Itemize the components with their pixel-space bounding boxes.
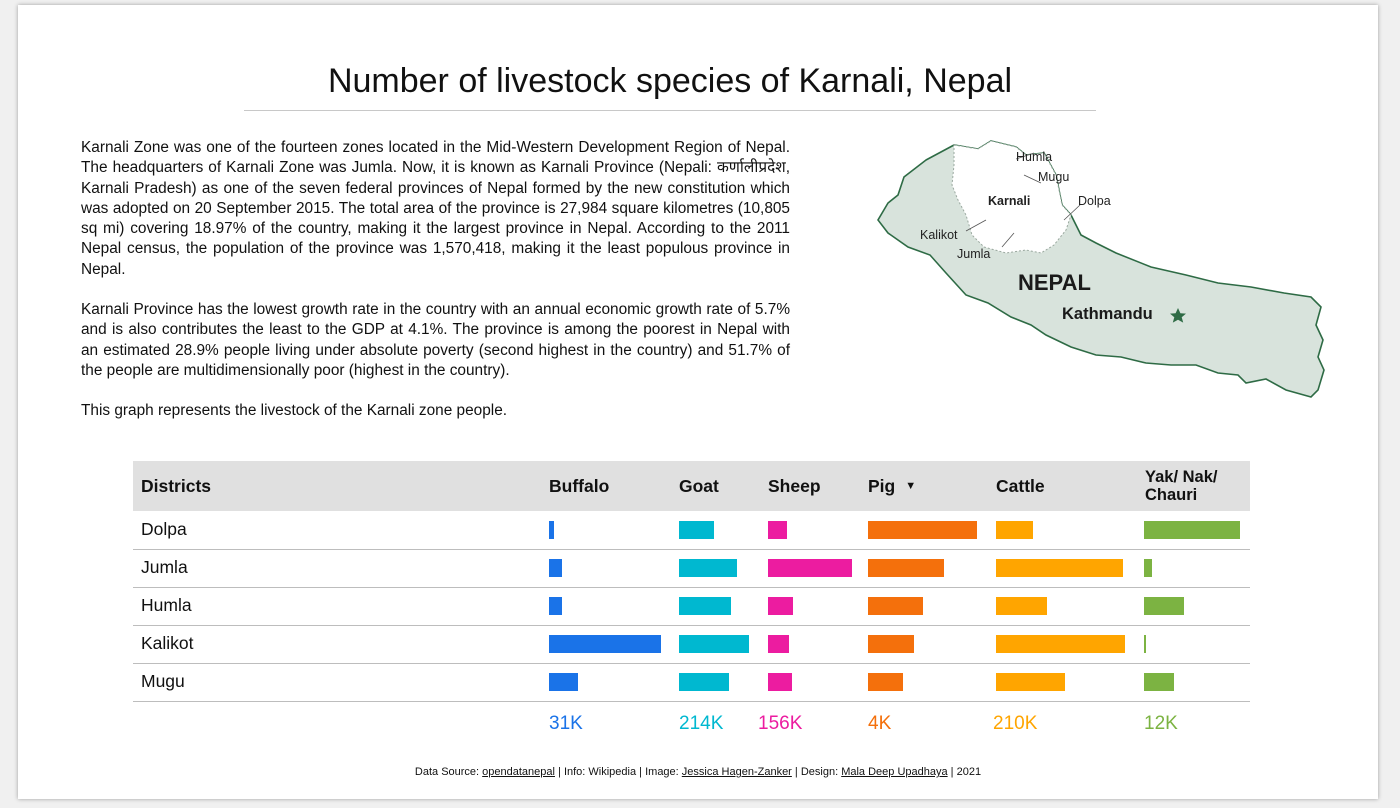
bar-pig-kalikot[interactable] [868,635,915,653]
bar-yak-jumla[interactable] [1144,559,1152,577]
bar-pig-dolpa[interactable] [868,521,977,539]
intro-text: Karnali Zone was one of the fourteen zon… [81,138,790,442]
total-label-buffalo: 31K [549,713,583,734]
bar-yak-kalikot[interactable] [1144,635,1147,653]
intro-paragraph-1: Karnali Zone was one of the fourteen zon… [81,139,790,278]
map-label-nepal: NEPAL [1018,270,1091,295]
bar-sheep-kalikot[interactable] [768,635,789,653]
header-pig[interactable]: Pig ▼ [868,461,916,511]
bar-cattle-mugu[interactable] [996,673,1065,691]
total-label-goat: 214K [679,713,724,734]
map-label-karnali: Karnali [988,194,1030,208]
map-label-dolpa: Dolpa [1078,194,1111,208]
bar-pig-jumla[interactable] [868,559,945,577]
footer-credits: Data Source: opendatanepal | Info: Wikip… [414,766,982,778]
header-buffalo[interactable]: Buffalo [549,475,610,496]
district-name: Jumla [141,557,188,577]
bar-buffalo-jumla[interactable] [549,559,562,577]
bar-sheep-jumla[interactable] [768,559,852,577]
bar-buffalo-dolpa[interactable] [549,521,555,539]
sort-desc-icon[interactable]: ▼ [905,480,917,492]
intro-paragraph-3: This graph represents the livestock of t… [81,402,508,420]
footer-data-source-label: Data Source: [414,766,480,778]
bar-goat-mugu[interactable] [679,673,729,691]
district-name: Dolpa [141,519,187,539]
table-row[interactable]: Mugu [133,663,1250,702]
bar-cattle-jumla[interactable] [996,559,1123,577]
bar-goat-kalikot[interactable] [679,635,749,653]
karnali-region [951,140,1072,254]
map-label-humla: Humla [1016,150,1052,164]
page-title: Number of livestock species of Karnali, … [244,62,1096,111]
map-label-mugu: Mugu [1038,170,1069,184]
bar-sheep-mugu[interactable] [768,673,792,691]
report-page: Number of livestock species of Karnali, … [18,5,1378,799]
total-label-pig: 4K [868,713,892,734]
total-label-sheep: 156K [758,713,803,734]
footer-info: Info: Wikipedia [563,766,637,778]
bar-pig-mugu[interactable] [868,673,904,691]
total-label-yak: 12K [1144,713,1178,734]
table-row[interactable]: Humla [133,587,1250,626]
total-label-cattle: 210K [993,713,1038,734]
bar-goat-humla[interactable] [679,597,732,615]
bar-yak-mugu[interactable] [1144,673,1175,691]
district-name: Kalikot [141,633,194,653]
footer-designer-link[interactable]: Mala Deep Upadhaya [841,766,948,778]
table-row[interactable]: Jumla [133,549,1250,588]
bar-yak-humla[interactable] [1144,597,1184,615]
header-goat[interactable]: Goat [679,475,719,496]
header-pig-label: Pig [868,475,896,496]
bar-sheep-humla[interactable] [768,597,794,615]
bar-cattle-humla[interactable] [996,597,1048,615]
header-yak[interactable]: Yak/ Nak/ Chauri [1145,468,1218,504]
bar-goat-jumla[interactable] [679,559,738,577]
table-row[interactable]: Dolpa [133,511,1250,550]
footer-data-source-link[interactable]: opendatanepal [482,766,555,778]
nepal-map: Humla Mugu Dolpa Karnali Kalikot Jumla N… [877,140,1325,398]
intro-paragraph-2: Karnali Province has the lowest growth r… [81,301,790,379]
bar-pig-humla[interactable] [868,597,923,615]
bar-sheep-dolpa[interactable] [768,521,788,539]
bar-yak-dolpa[interactable] [1144,521,1240,539]
table-row[interactable]: Kalikot [133,625,1250,664]
footer-image-link[interactable]: Jessica Hagen-Zanker [681,766,792,778]
map-label-jumla: Jumla [957,247,990,261]
footer-design-label: Design: [800,766,839,778]
bar-cattle-kalikot[interactable] [996,635,1125,653]
bar-cattle-dolpa[interactable] [996,521,1034,539]
bar-buffalo-kalikot[interactable] [549,635,661,653]
header-districts[interactable]: Districts [141,475,212,496]
map-label-kalikot: Kalikot [920,228,958,242]
header-sheep[interactable]: Sheep [768,475,821,496]
bar-buffalo-humla[interactable] [549,597,562,615]
table-header: Districts Buffalo Goat Sheep Pig ▼ Cattl… [133,461,1250,511]
map-label-kathmandu: Kathmandu [1062,305,1153,323]
header-cattle[interactable]: Cattle [996,475,1045,496]
district-name: Humla [141,595,192,615]
nepal-outline [877,140,1325,398]
star-icon [1170,308,1186,323]
footer-year: 2021 [956,766,982,778]
district-name: Mugu [141,671,185,691]
bar-goat-dolpa[interactable] [679,521,714,539]
bar-buffalo-mugu[interactable] [549,673,578,691]
footer-image-label: Image: [645,766,679,778]
